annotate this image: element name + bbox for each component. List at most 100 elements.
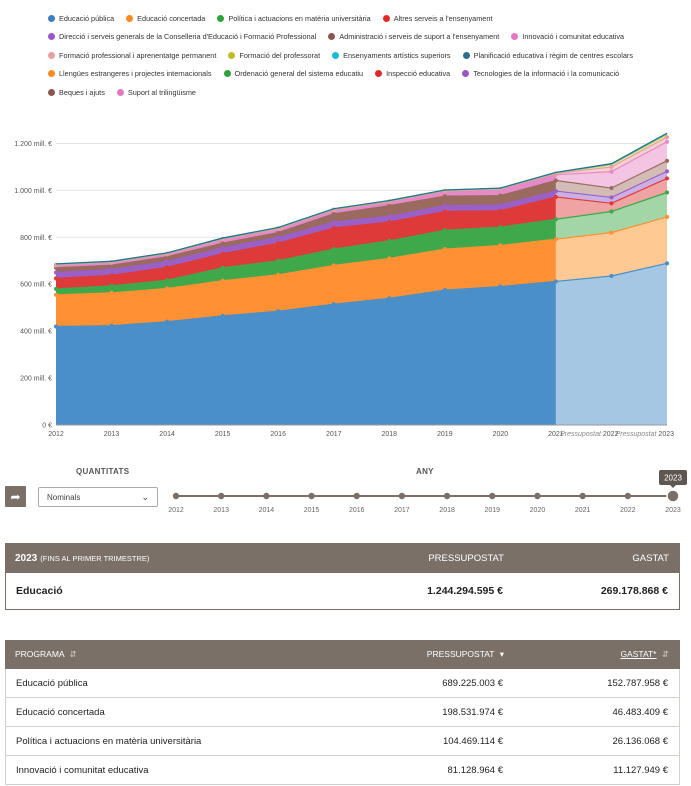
slider-stop[interactable] [172, 492, 180, 500]
legend-item[interactable]: Beques i ajuts [48, 83, 105, 102]
data-point [220, 265, 225, 270]
quantitats-select[interactable]: Nominals ⌄ [38, 487, 158, 507]
series-line [55, 216, 668, 296]
data-point [109, 323, 114, 328]
program-name: Política i actuacions en matèria univers… [16, 735, 202, 747]
data-point [442, 194, 447, 199]
area-series-projected [555, 263, 667, 425]
data-point [276, 235, 281, 240]
legend-item[interactable]: Altres serveis a l'ensenyament [382, 9, 492, 28]
data-point [331, 246, 336, 252]
slider-year-label: 2014 [259, 507, 275, 514]
legend-item[interactable]: Administració i serveis de suport a l'en… [328, 28, 499, 47]
slider-year-label: 2016 [349, 507, 365, 514]
x-tick-label: Pressupostat 2023 [616, 431, 674, 438]
slider-stop[interactable] [443, 492, 451, 500]
data-point [442, 209, 447, 214]
sort-spent-button[interactable]: GASTAT* ⇵ [620, 649, 669, 660]
data-point [220, 241, 225, 246]
table-row[interactable]: Innovació i comunitat educativa 81.128.96… [5, 756, 680, 785]
program-table-header: PROGRAMA ⇵ PRESSUPOSTAT ▾ GASTAT* ⇵ [5, 640, 680, 669]
data-point [387, 214, 392, 219]
area-series [56, 174, 556, 268]
legend-item[interactable]: Direcció i serveis generals de la Consel… [48, 28, 316, 47]
data-point [498, 202, 503, 208]
legend-item[interactable]: Tecnologies de la informació i la comuni… [462, 65, 619, 84]
sort-program-button[interactable]: PROGRAMA ⇵ [15, 649, 77, 660]
table-row[interactable]: Política i actuacions en matèria univers… [5, 727, 680, 756]
legend-item[interactable]: Educació pública [48, 9, 114, 28]
legend-item[interactable]: Formació del professorat [228, 46, 320, 65]
data-point [609, 201, 614, 206]
data-point [553, 178, 559, 183]
legend-label: Ensenyaments artístics superiors [343, 50, 451, 60]
data-point [331, 225, 336, 231]
slider-stop[interactable] [624, 492, 632, 500]
table-row[interactable]: Educació pública 689.225.003 € 152.787.958… [5, 669, 680, 698]
x-tick-label: 2020 [493, 431, 509, 438]
legend-dot-icon [116, 88, 124, 96]
data-point [53, 292, 59, 297]
legend-dot-icon [217, 14, 225, 22]
slider-handle[interactable] [666, 489, 680, 503]
sort-budget-button[interactable]: PRESSUPOSTAT ▾ [427, 649, 504, 660]
data-point [331, 211, 336, 216]
legend-item[interactable]: Formació professional i aprenentatge per… [48, 46, 216, 65]
x-tick-label: 2019 [437, 431, 453, 438]
legend-item[interactable]: Inspecció educativa [375, 65, 450, 84]
legend-dot-icon [375, 70, 383, 78]
y-tick-label: 0 € [42, 423, 52, 430]
program-budget: 689.225.003 € [442, 677, 503, 689]
data-point [553, 188, 559, 194]
slider-year-label: 2013 [213, 507, 229, 514]
data-point [664, 158, 670, 163]
slider-year-label: 2020 [530, 507, 546, 514]
legend-item[interactable]: Llengües estrangeres i projectes interna… [48, 65, 212, 84]
data-point [331, 219, 336, 225]
data-point [609, 164, 614, 170]
col-budget-label: PRESSUPOSTAT [426, 649, 495, 659]
slider-stop[interactable] [353, 492, 360, 500]
legend-item[interactable]: Innovació i comunitat educativa [511, 28, 624, 47]
legend-item[interactable]: Suport al trilingüisme [116, 83, 196, 102]
slider-stop[interactable] [308, 492, 315, 500]
legend-item[interactable]: Política i actuacions en matèria univers… [217, 9, 371, 28]
data-point [664, 176, 670, 181]
table-row[interactable]: Educació concertada 198.531.974 € 46.483.4… [5, 698, 680, 727]
share-button[interactable]: ➦ [5, 486, 26, 507]
summary-row: Educació 1.244.294.595 € 269.178.868 € [5, 573, 680, 610]
legend-dot-icon [48, 88, 55, 96]
slider-stop[interactable] [398, 492, 406, 500]
summary-year: 2023 [15, 552, 38, 564]
data-point [109, 273, 114, 278]
data-point [498, 243, 503, 248]
slider-year-label: 2018 [439, 507, 455, 514]
slider-stop[interactable] [489, 492, 496, 500]
slider-stop[interactable] [263, 492, 270, 500]
area-series [56, 180, 556, 273]
data-point [276, 258, 281, 263]
sort-desc-icon: ▾ [499, 649, 504, 659]
legend-item[interactable]: Planificació educativa i règim de centre… [462, 46, 633, 65]
quantitats-label: QUANTITATS [76, 467, 130, 476]
area-series [56, 191, 556, 279]
series-line [55, 170, 668, 274]
summary-header: 2023 (FINS AL PRIMER TRIMESTRE) PRESSUPO… [5, 543, 680, 573]
legend-label: Suport al trilingüisme [127, 87, 196, 97]
slider-stop[interactable] [579, 492, 586, 500]
y-tick-label: 1.000 mill. € [14, 188, 52, 195]
slider-stop[interactable] [534, 492, 541, 500]
program-budget: 104.469.114 € [442, 735, 503, 747]
slider-stop[interactable] [217, 492, 225, 500]
year-slider[interactable]: 2012 2013 2014 2015 2016 2017 2018 2019 2020 2021… [0, 462, 691, 522]
legend-item[interactable]: Educació concertada [126, 9, 205, 28]
slider-year-label: 2012 [168, 507, 184, 514]
data-point [53, 324, 59, 329]
legend-item[interactable]: Ensenyaments artístics superiors [332, 46, 451, 65]
data-point [164, 259, 170, 264]
legend-item[interactable]: Ordenació general del sistema educatiu [223, 65, 363, 84]
legend-label: Educació concertada [137, 13, 206, 23]
program-spent: 152.787.958 € [607, 677, 668, 689]
legend-dot-icon [223, 70, 231, 78]
slider-year-label: 2019 [484, 507, 500, 514]
